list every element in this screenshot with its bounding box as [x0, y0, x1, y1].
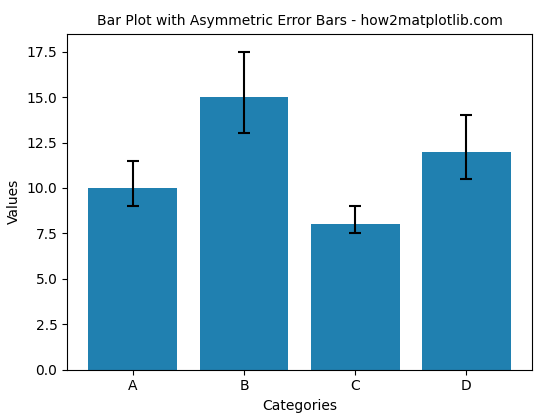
Bar: [311, 224, 400, 370]
X-axis label: Categories: Categories: [262, 399, 337, 413]
Title: Bar Plot with Asymmetric Error Bars - how2matplotlib.com: Bar Plot with Asymmetric Error Bars - ho…: [97, 14, 502, 28]
Bar: [199, 97, 288, 370]
Bar: [88, 188, 178, 370]
Y-axis label: Values: Values: [7, 179, 21, 224]
Bar: [422, 152, 511, 370]
